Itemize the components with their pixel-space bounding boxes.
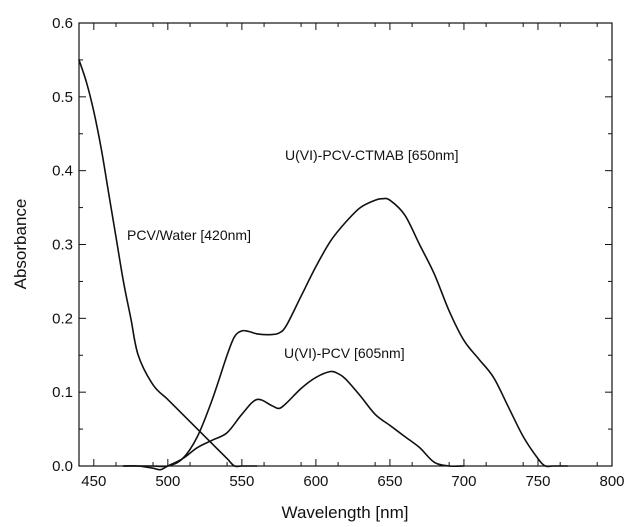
x-tick-label: 500 — [155, 473, 180, 490]
series-u-pcv-line — [122, 370, 465, 471]
series-pcv-water-line — [78, 59, 258, 468]
x-tick-label: 650 — [377, 473, 402, 490]
x-tick-label: 600 — [303, 473, 328, 490]
plot-frame — [78, 22, 613, 467]
series-u-pcv-label: U(VI)-PCV [605nm] — [284, 345, 405, 361]
x-tick-label: 550 — [229, 473, 254, 490]
x-axis-title: Wavelength [nm] — [282, 503, 409, 522]
y-tick-label: 0.3 — [52, 237, 73, 254]
series-u-pcv-ctmab-label: U(VI)-PCV-CTMAB [650nm] — [285, 147, 458, 163]
axis-ticks — [78, 22, 613, 467]
y-tick-label: 0.6 — [52, 15, 73, 32]
axis-tick-labels: 450 500 550 600 650 700 750 800 0.0 0.1 0.2 0.3 0.4 0… — [52, 15, 624, 490]
y-tick-label: 0.4 — [52, 163, 73, 180]
series-u-pcv-ctmab-line — [122, 197, 569, 468]
x-tick-label: 700 — [451, 473, 476, 490]
y-tick-label: 0.2 — [52, 310, 73, 327]
x-tick-label: 450 — [81, 473, 106, 490]
series-curves — [78, 59, 569, 471]
y-axis-title: Absorbance — [11, 199, 30, 290]
series-pcv-water-label: PCV/Water [420nm] — [127, 227, 251, 243]
x-tick-label: 800 — [599, 473, 624, 490]
y-tick-label: 0.5 — [52, 89, 73, 106]
x-tick-label: 750 — [525, 473, 550, 490]
series-annotations: PCV/Water [420nm] U(VI)-PCV-CTMAB [650nm]… — [127, 147, 458, 361]
y-tick-label: 0.1 — [52, 384, 73, 401]
y-tick-label: 0.0 — [52, 458, 73, 475]
